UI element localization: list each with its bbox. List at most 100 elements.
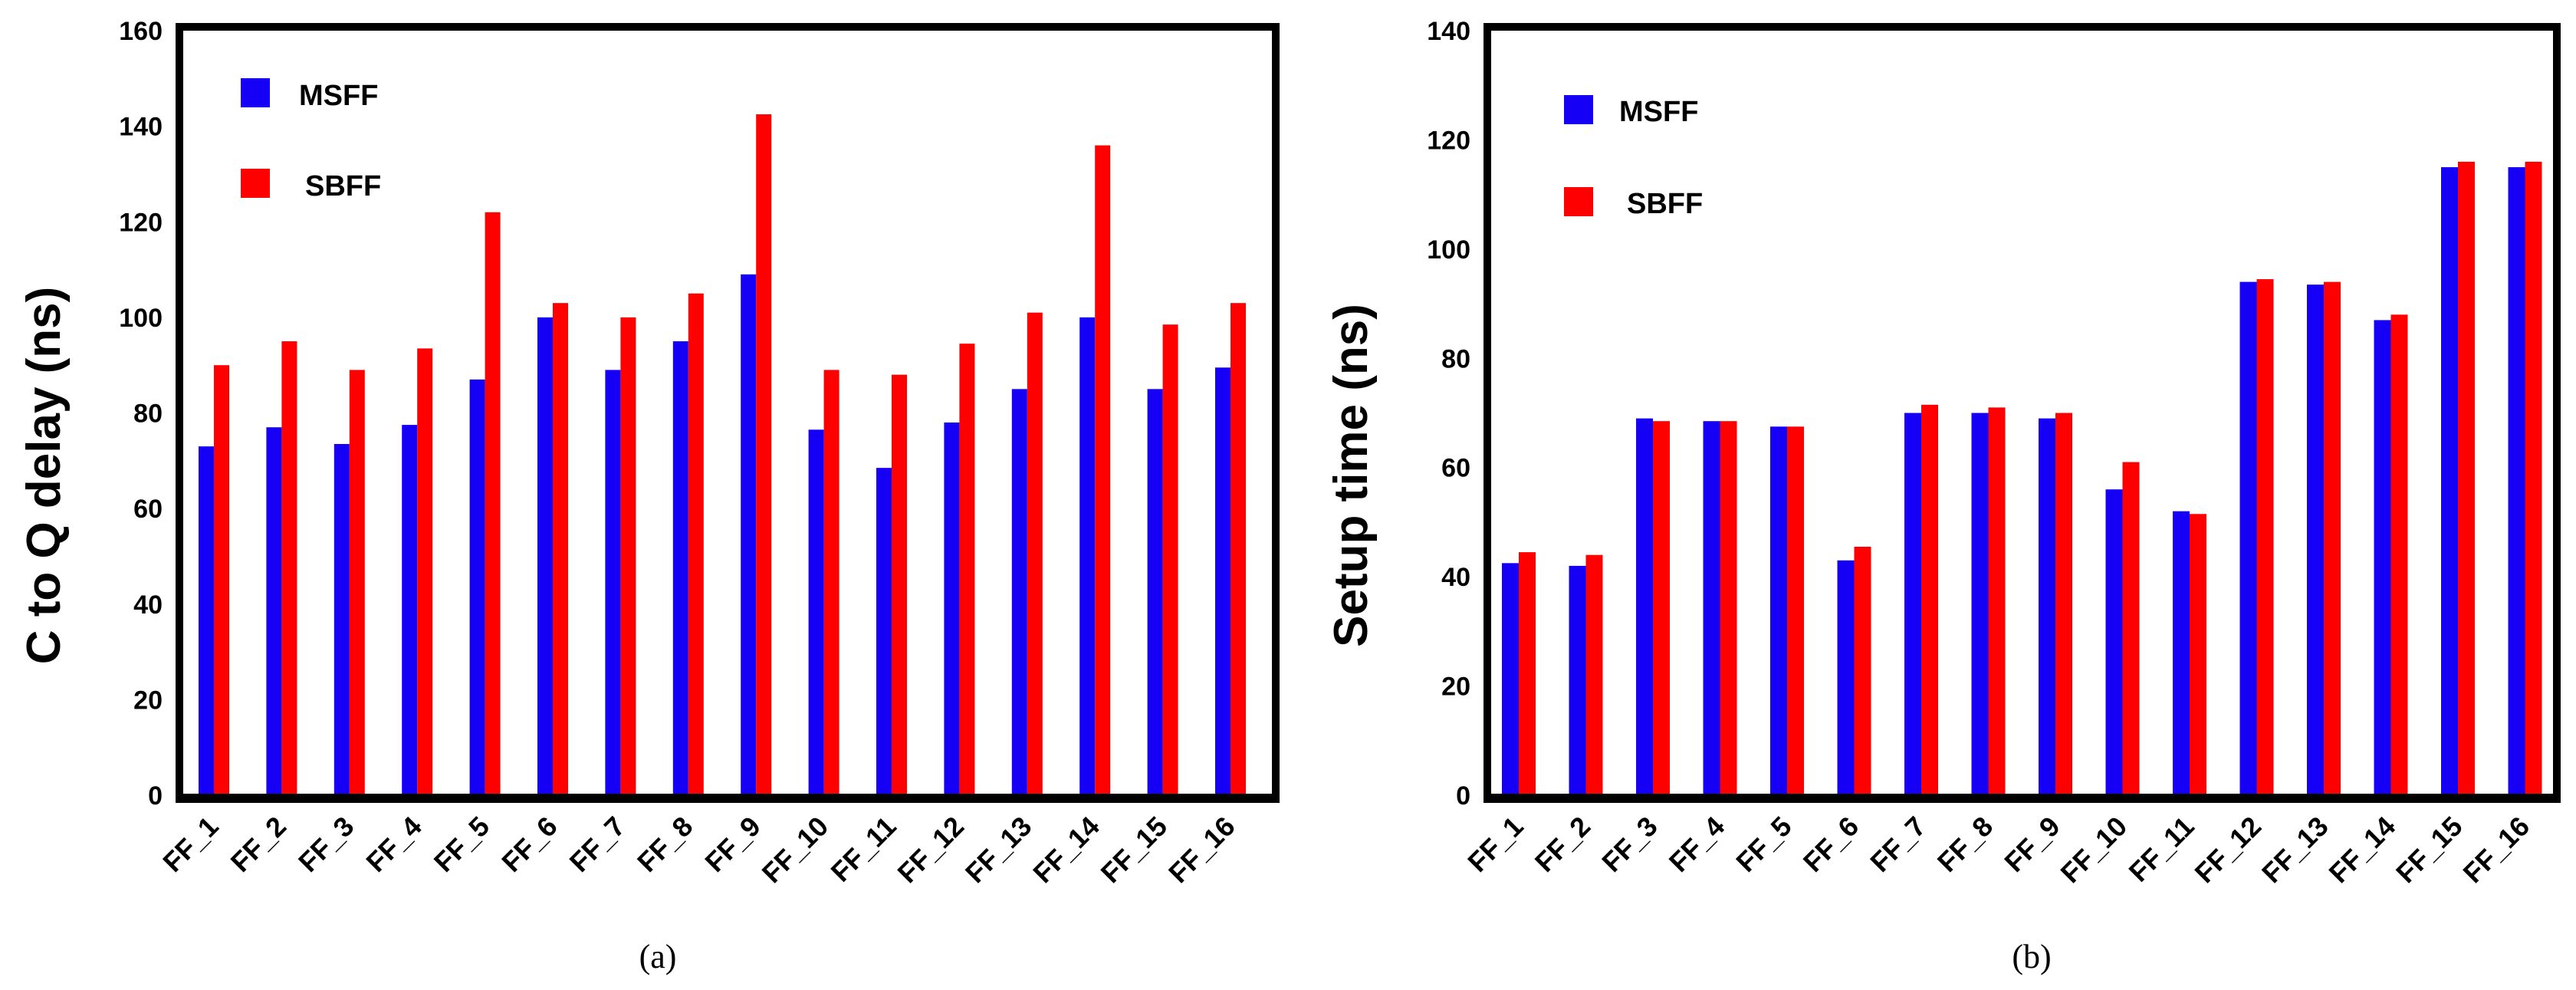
bar-msff-ff-16 [2508,167,2525,796]
y-tick-label: 120 [119,208,163,237]
bar-msff-ff-6 [537,317,553,795]
bar-sbff-ff-11 [892,374,907,795]
x-tick-label: FF_3 [292,811,360,878]
bar-sbff-ff-15 [2458,161,2475,795]
bar-msff-ff-5 [1770,426,1787,795]
bar-msff-ff-12 [944,422,960,795]
bar-msff-ff-7 [605,370,621,795]
x-tick-label: FF_5 [1730,811,1797,878]
bar-msff-ff-10 [808,429,824,795]
bar-msff-ff-8 [672,341,688,795]
y-tick-label: 60 [1441,454,1470,483]
plot-frame [176,23,1280,803]
x-tick-label: FF_6 [495,811,563,878]
y-tick-label: 0 [148,781,163,811]
legend-label-sbff: SBFF [1627,188,1703,220]
legend-swatch-msff [241,78,270,107]
x-tick-label: FF_7 [564,811,631,878]
bar-msff-ff-9 [741,274,757,795]
bar-msff-ff-16 [1215,367,1230,796]
bar-sbff-ff-5 [1787,426,1804,795]
y-axis-label: Setup time (ns) [1325,304,1378,647]
x-tick-label: FF_15 [1095,811,1174,890]
x-ticks: FF_1 FF_2 FF_3 FF_4 FF_5 FF_6 FF_7 FF_8 FF_9FF_1… [1461,811,2535,890]
y-tick-label: 20 [1441,673,1470,702]
x-tick-label: FF_16 [2457,811,2536,890]
bar-sbff-ff-1 [214,365,229,795]
bar-sbff-ff-7 [620,317,636,795]
x-tick-label: FF_4 [1663,811,1730,878]
bar-sbff-ff-12 [959,344,975,796]
bar-sbff-ff-14 [1095,145,1111,796]
bar-msff-ff-1 [199,446,214,795]
bar-sbff-ff-2 [1585,554,1603,795]
x-tick-label: FF_13 [959,811,1038,890]
bar-sbff-ff-4 [1720,421,1737,795]
x-tick-label: FF_16 [1162,811,1241,890]
bar-msff-ff-3 [334,444,350,795]
bar-sbff-ff-9 [756,114,772,795]
x-ticks: FF_1 FF_2 FF_3 FF_4 FF_5 FF_6 FF_7 FF_8 FF_9FF_1… [156,811,1240,890]
y-tick-label: 40 [133,590,163,620]
bars [183,114,1272,798]
y-tick-label: 140 [1427,17,1470,46]
x-tick-label: FF_4 [360,811,427,878]
bar-msff-ff-15 [1147,389,1163,795]
bar-msff-ff-2 [1569,565,1586,795]
y-tick-label: 0 [1456,781,1470,811]
legend: MSFF SBFF [1564,95,1703,220]
x-tick-label: FF_3 [1595,811,1663,878]
y-tick-label: 100 [1427,235,1470,265]
bar-sbff-ff-16 [2525,161,2542,795]
x-tick-label: FF_11 [824,811,902,888]
bar-msff-ff-10 [2105,489,2123,795]
y-tick-label: 80 [133,400,163,429]
bar-sbff-ff-14 [2390,314,2408,795]
x-tick-label: FF_8 [1931,811,1999,878]
bar-sbff-ff-11 [2190,514,2206,795]
y-ticks: 0 20 40 60 80 100 120 140 160 [119,17,163,811]
x-tick-label: FF_10 [756,811,835,890]
bar-sbff-ff-8 [688,293,704,795]
bar-sbff-ff-10 [823,370,840,795]
bar-sbff-ff-9 [2055,413,2072,795]
x-tick-label: FF_6 [1797,811,1865,878]
y-tick-label: 160 [119,17,163,46]
bar-msff-ff-14 [1079,317,1096,795]
bar-msff-ff-14 [2374,320,2391,796]
bar-sbff-ff-8 [1988,407,2006,795]
x-tick-label: FF_10 [2055,811,2134,890]
bar-sbff-ff-7 [1921,404,1938,795]
x-tick-label: FF_7 [1864,811,1931,878]
bar-msff-ff-13 [2307,285,2324,795]
bar-msff-ff-15 [2441,167,2458,796]
bar-sbff-ff-4 [417,348,433,795]
legend-label-msff: MSFF [299,80,378,112]
x-tick-label: FF_12 [2189,811,2268,890]
y-axis-label: C to Q delay (ns) [18,287,71,665]
x-tick-label: FF_2 [225,811,292,878]
panel-caption: (b) [2012,938,2051,975]
y-tick-label: 100 [119,304,163,333]
bar-sbff-ff-5 [485,212,501,796]
legend-swatch-sbff [241,169,270,198]
bar-msff-ff-4 [402,425,418,795]
x-tick-label: FF_1 [1461,811,1529,878]
x-tick-label: FF_5 [428,811,495,878]
bar-msff-ff-11 [876,468,892,795]
bars [1491,161,2553,798]
x-tick-label: FF_1 [156,811,224,878]
x-tick-label: FF_12 [891,811,970,890]
bar-msff-ff-8 [1971,413,1989,795]
x-tick-label: FF_13 [2256,811,2334,890]
y-ticks: 0 20 40 60 80 100 120 140 [1427,17,1470,811]
y-tick-label: 80 [1441,344,1470,373]
bar-sbff-ff-13 [2324,281,2341,796]
bar-sbff-ff-3 [349,370,365,795]
y-tick-label: 60 [133,495,163,524]
legend-label-msff: MSFF [1619,96,1698,128]
bar-msff-ff-1 [1502,563,1519,795]
x-tick-label: FF_15 [2390,811,2469,890]
